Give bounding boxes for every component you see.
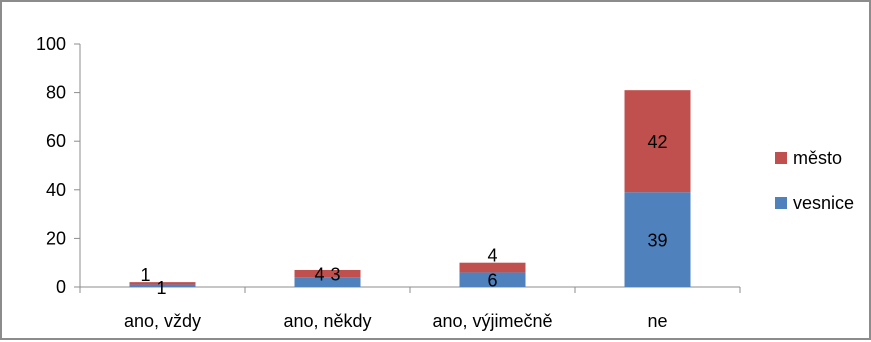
y-tick-label: 80: [46, 83, 66, 103]
legend-label: vesnice: [793, 193, 854, 213]
bar-segment-vesnice: [624, 192, 691, 287]
x-category-label: ano, vždy: [124, 311, 201, 331]
axes: 0 20 40 60 80 100 ano, vždy ano, někdy ano, výji…: [36, 34, 741, 331]
data-label: 4: [487, 246, 497, 266]
data-label: 42: [647, 132, 667, 152]
y-tick-label: 20: [46, 228, 66, 248]
bar-segment-vesnice: [294, 277, 361, 287]
x-category-label: ne: [647, 311, 667, 331]
bar-segment-město: [459, 262, 526, 273]
legend-swatch-vesnice: [775, 197, 787, 209]
bars: [129, 90, 691, 287]
bar-segment-vesnice: [459, 272, 526, 287]
bar-segment-město: [129, 282, 196, 285]
x-category-label: ano, někdy: [283, 311, 371, 331]
bar-segment-město: [624, 90, 691, 193]
data-label: 1: [140, 265, 150, 285]
data-label: 1: [156, 278, 166, 298]
data-label: 3: [330, 264, 340, 284]
data-label: 4: [314, 264, 324, 284]
legend: město vesnice: [775, 148, 854, 213]
data-label: 6: [487, 271, 497, 291]
legend-label: město: [793, 148, 842, 168]
y-tick-label: 40: [46, 180, 66, 200]
bar-segment-vesnice: [129, 284, 196, 287]
data-label: 39: [647, 231, 667, 251]
legend-swatch-město: [775, 152, 787, 164]
bar-segment-město: [294, 269, 361, 278]
y-tick-label: 100: [36, 34, 66, 54]
y-tick-label: 60: [46, 131, 66, 151]
y-tick-label: 0: [56, 277, 66, 297]
x-category-label: ano, výjimečně: [432, 311, 552, 331]
